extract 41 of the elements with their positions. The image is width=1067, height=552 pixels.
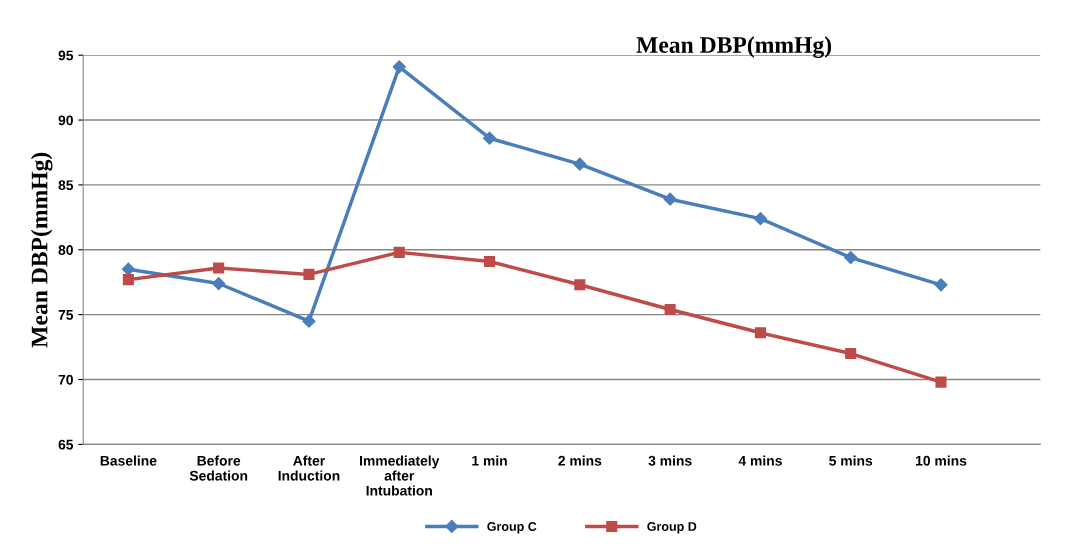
x-tick-label: Immediately after Intubation [360, 455, 440, 496]
x-tick-label: 2 mins [558, 455, 602, 466]
y-axis-title: Mean DBP(mmHg) [30, 152, 53, 348]
y-tick-label: 95 [58, 50, 74, 61]
y-tick-label: 75 [58, 310, 74, 320]
point [664, 303, 676, 316]
legend-label: Group D [647, 522, 697, 534]
point [935, 376, 947, 388]
point [212, 276, 226, 291]
point [482, 131, 497, 145]
y-tick-label: 65 [58, 439, 74, 450]
point [213, 262, 225, 274]
point [934, 278, 948, 292]
x-tick-label: 4 mins [738, 455, 782, 466]
x-tick-label: 5 mins [829, 455, 873, 466]
point [122, 274, 134, 286]
y-tick-label: 80 [58, 245, 73, 255]
chart-title: Mean DBP(mmHg) [636, 36, 832, 58]
y-tick-label: 90 [58, 115, 73, 126]
point [663, 192, 677, 206]
point [302, 314, 316, 328]
x-tick-label: 1 min [472, 455, 507, 466]
y-tick-label: 85 [58, 180, 74, 191]
x-tick-label: 10 mins [916, 455, 967, 466]
x-tick-label: Baseline [100, 455, 157, 466]
point [392, 60, 406, 74]
legend-label: Group C [487, 522, 537, 534]
point [754, 327, 766, 339]
point [573, 157, 587, 171]
point [121, 262, 135, 276]
x-tick-label: Before Sedation [189, 455, 248, 481]
y-tick-label: 70 [58, 374, 73, 385]
point [753, 212, 768, 226]
x-tick-label: 3 mins [648, 455, 692, 466]
point [393, 246, 405, 258]
point [845, 347, 857, 360]
x-tick-label: After Induction [278, 455, 340, 481]
point [483, 255, 496, 268]
point [574, 279, 586, 291]
point [844, 250, 858, 265]
point [303, 268, 315, 280]
